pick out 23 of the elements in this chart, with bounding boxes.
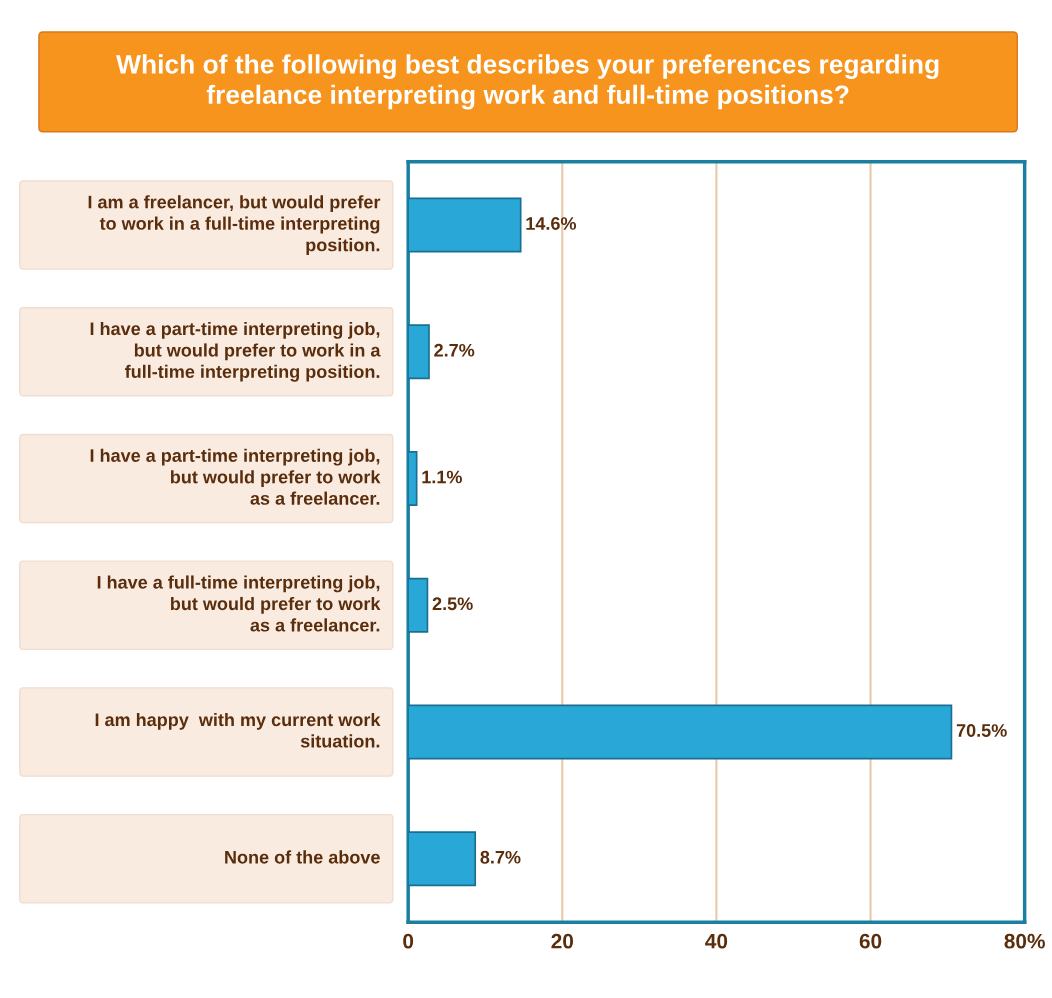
x-tick-label: 80% [1004,933,1045,949]
bar [408,324,430,380]
y-tick-label: I am a freelancer, but would prefer to work in a full-time interpreting position. [88,195,381,255]
data-label: 14.6% [526,217,577,230]
data-label: 70.5% [956,724,1007,737]
y-tick-label: I am happy with my current work situation. [95,712,381,748]
y-tick-label: I have a part-time interpreting job, but would prefer to work in a full-time interpreting position. [90,321,381,382]
y-tick-label: None of the above [225,850,380,864]
data-label: 8.7% [480,850,521,864]
x-tick-label: 60 [859,933,882,949]
bar [408,197,522,253]
data-label: 2.5% [432,597,473,611]
bar [408,704,953,760]
data-label: 1.1% [422,470,462,484]
data-label: 2.7% [434,343,475,357]
x-tick-label: 20 [551,933,574,949]
y-tick-label: I have a part-time interpreting job, but would prefer to work as a freelancer. [90,448,381,505]
y-tick-label: I have a full-time interpreting job, but would prefer to work as a freelancer. [97,575,381,632]
bar [408,831,477,887]
x-tick-label: 0 [403,933,414,949]
x-tick-label: 40 [705,933,728,949]
chart-title: Which of the following best describes your preferences regarding freelance interpreting work and full-time positions? [116,54,939,110]
bar [408,577,429,633]
